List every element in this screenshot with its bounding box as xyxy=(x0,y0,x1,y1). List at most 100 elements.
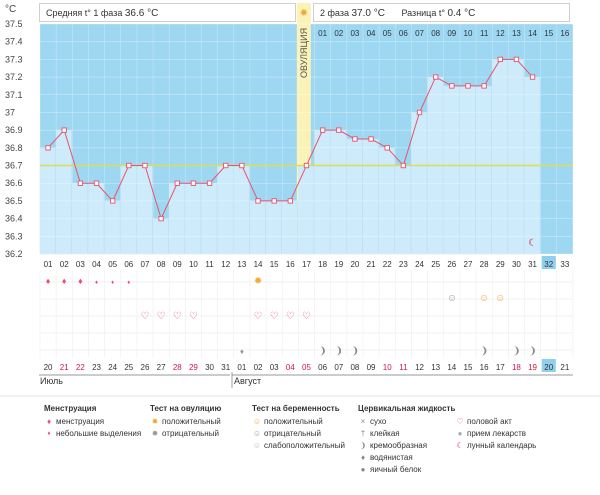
drop-icon: ♦ xyxy=(46,417,52,426)
phase2-day-label: 12 xyxy=(496,29,505,38)
legend-item: ☺ отрицательный xyxy=(252,429,321,438)
legend-item: ✹ положительный xyxy=(151,417,221,426)
y-tick-label: 36.5 xyxy=(5,196,23,206)
calendar-date-label: 31 xyxy=(221,363,230,372)
temperature-point xyxy=(110,198,116,204)
light-discharge-icon: ♦ xyxy=(111,280,114,286)
phase2-day-label: 01 xyxy=(318,29,327,38)
temperature-point xyxy=(45,145,51,151)
temperature-point xyxy=(336,127,342,133)
calendar-date-label: 28 xyxy=(173,363,182,372)
today-highlight xyxy=(541,256,556,269)
cycle-day-label: 06 xyxy=(124,260,133,269)
phase1-average-box: Средняя t° 1 фаза 36.6 °C xyxy=(39,3,296,22)
lunar-icon: ☾ xyxy=(528,238,537,249)
legend-item: ☺ положительный xyxy=(252,417,323,426)
cycle-day-label: 05 xyxy=(108,260,117,269)
phase2-label: 2 фаза xyxy=(320,8,349,18)
calendar-date-label: 17 xyxy=(496,363,505,372)
temperature-point xyxy=(271,198,277,204)
pin-icon: † xyxy=(360,429,366,438)
temperature-point xyxy=(239,162,245,169)
calendar-date-label: 21 xyxy=(560,363,569,372)
watery-fluid-icon: ♦ xyxy=(240,347,244,356)
light-discharge-icon: ♦ xyxy=(95,280,98,286)
temperature-point xyxy=(126,162,132,169)
ovulation-label: ОВУЛЯЦИЯ xyxy=(299,28,309,78)
pregnancy-weak-icon: ☺ xyxy=(479,293,489,304)
cycle-day-label: 09 xyxy=(173,260,182,269)
temperature-point xyxy=(158,215,164,222)
temperature-bar xyxy=(491,59,509,255)
cross-icon: × xyxy=(360,417,366,426)
temperature-bar xyxy=(249,200,266,255)
sun-icon: ✹ xyxy=(151,417,159,426)
calendar-date-label: 04 xyxy=(286,363,295,372)
menstruation-icon: ♦ xyxy=(62,276,67,286)
temperature-point xyxy=(93,180,100,186)
legend-item: ✹ отрицательный xyxy=(151,429,219,438)
cycle-day-label: 11 xyxy=(205,260,214,269)
phase2-day-label: 02 xyxy=(334,29,343,38)
menstruation-icon: ♦ xyxy=(78,276,83,286)
phase2-day-label: 04 xyxy=(367,29,376,38)
phase2-average-box: 2 фаза 37.0 °C Разница t° 0.4 °C xyxy=(313,3,570,22)
calendar-date-label: 14 xyxy=(447,363,456,372)
calendar-date-label: 05 xyxy=(302,363,311,372)
phase2-day-label: 11 xyxy=(480,29,489,38)
month-label-july: Июль xyxy=(40,376,63,386)
y-tick-label: 36.4 xyxy=(5,214,23,224)
phase2-value: 37.0 °C xyxy=(351,8,385,19)
cycle-day-label: 24 xyxy=(415,260,424,269)
legend-item: ● яичный белок xyxy=(358,464,458,476)
temperature-point xyxy=(61,127,67,133)
heart-icon: ♡ xyxy=(456,417,464,426)
temperature-point xyxy=(287,198,293,204)
cycle-day-label: 17 xyxy=(302,260,311,269)
calendar-date-label: 27 xyxy=(157,363,166,372)
phase2-day-label: 06 xyxy=(399,29,408,38)
cycle-day-label: 08 xyxy=(157,260,166,269)
temperature-point xyxy=(190,180,197,186)
temperature-bar xyxy=(104,200,121,255)
pregnancy-weak-icon: ☺ xyxy=(495,293,505,304)
y-tick-label: 36.2 xyxy=(5,249,23,259)
cycle-day-label: 31 xyxy=(528,260,537,269)
heart-icon: ♡ xyxy=(189,311,198,322)
cycle-day-label: 14 xyxy=(254,260,263,269)
heart-icon: ♡ xyxy=(140,311,149,322)
temperature-bar xyxy=(508,59,525,255)
y-tick-label: 37 xyxy=(5,107,15,117)
y-tick-label: 36.9 xyxy=(5,125,23,135)
temperature-point xyxy=(513,56,520,63)
smiley-icon: ☺ xyxy=(252,417,262,426)
cycle-day-label: 16 xyxy=(286,260,295,269)
smiley-gray-icon: ☺ xyxy=(252,429,262,438)
calendar-date-label: 12 xyxy=(415,363,424,372)
cycle-day-label: 13 xyxy=(237,260,246,269)
diff-value: 0.4 °C xyxy=(447,8,476,19)
heart-icon: ♡ xyxy=(302,311,311,322)
legend-item: ☾ лунный календарь xyxy=(456,441,537,450)
temperature-point xyxy=(223,162,229,169)
temperature-bar xyxy=(362,138,379,255)
phase2-day-label: 05 xyxy=(383,29,392,38)
y-tick-label: 36.6 xyxy=(5,178,23,188)
temperature-point xyxy=(481,83,487,89)
legend-item: ❩ кремообразная xyxy=(359,441,428,450)
legend-item: ♦ менструация xyxy=(44,416,144,428)
temperature-bar xyxy=(217,165,234,255)
legend-pregnancy-test: Тест на беременность ☺ положительный ☺ отр… xyxy=(252,403,357,452)
legend-ovulation-test: Тест на овуляцию ✹ положительный ✹ отрицат… xyxy=(150,403,250,440)
sun-gray-icon: ✹ xyxy=(151,429,159,438)
phase2-day-label: 07 xyxy=(415,29,424,38)
creamy-fluid-icon: ❩ xyxy=(318,346,326,357)
cycle-day-label: 07 xyxy=(141,260,150,269)
legend-menstruation-title: Менструация xyxy=(44,404,97,413)
legend-item: ● прием лекарств xyxy=(455,428,565,440)
calendar-date-label: 23 xyxy=(92,363,101,372)
phase2-day-label: 13 xyxy=(512,29,521,38)
small-drop-icon: ♦ xyxy=(47,431,51,437)
temperature-point xyxy=(384,145,390,151)
temperature-bar xyxy=(136,165,153,255)
